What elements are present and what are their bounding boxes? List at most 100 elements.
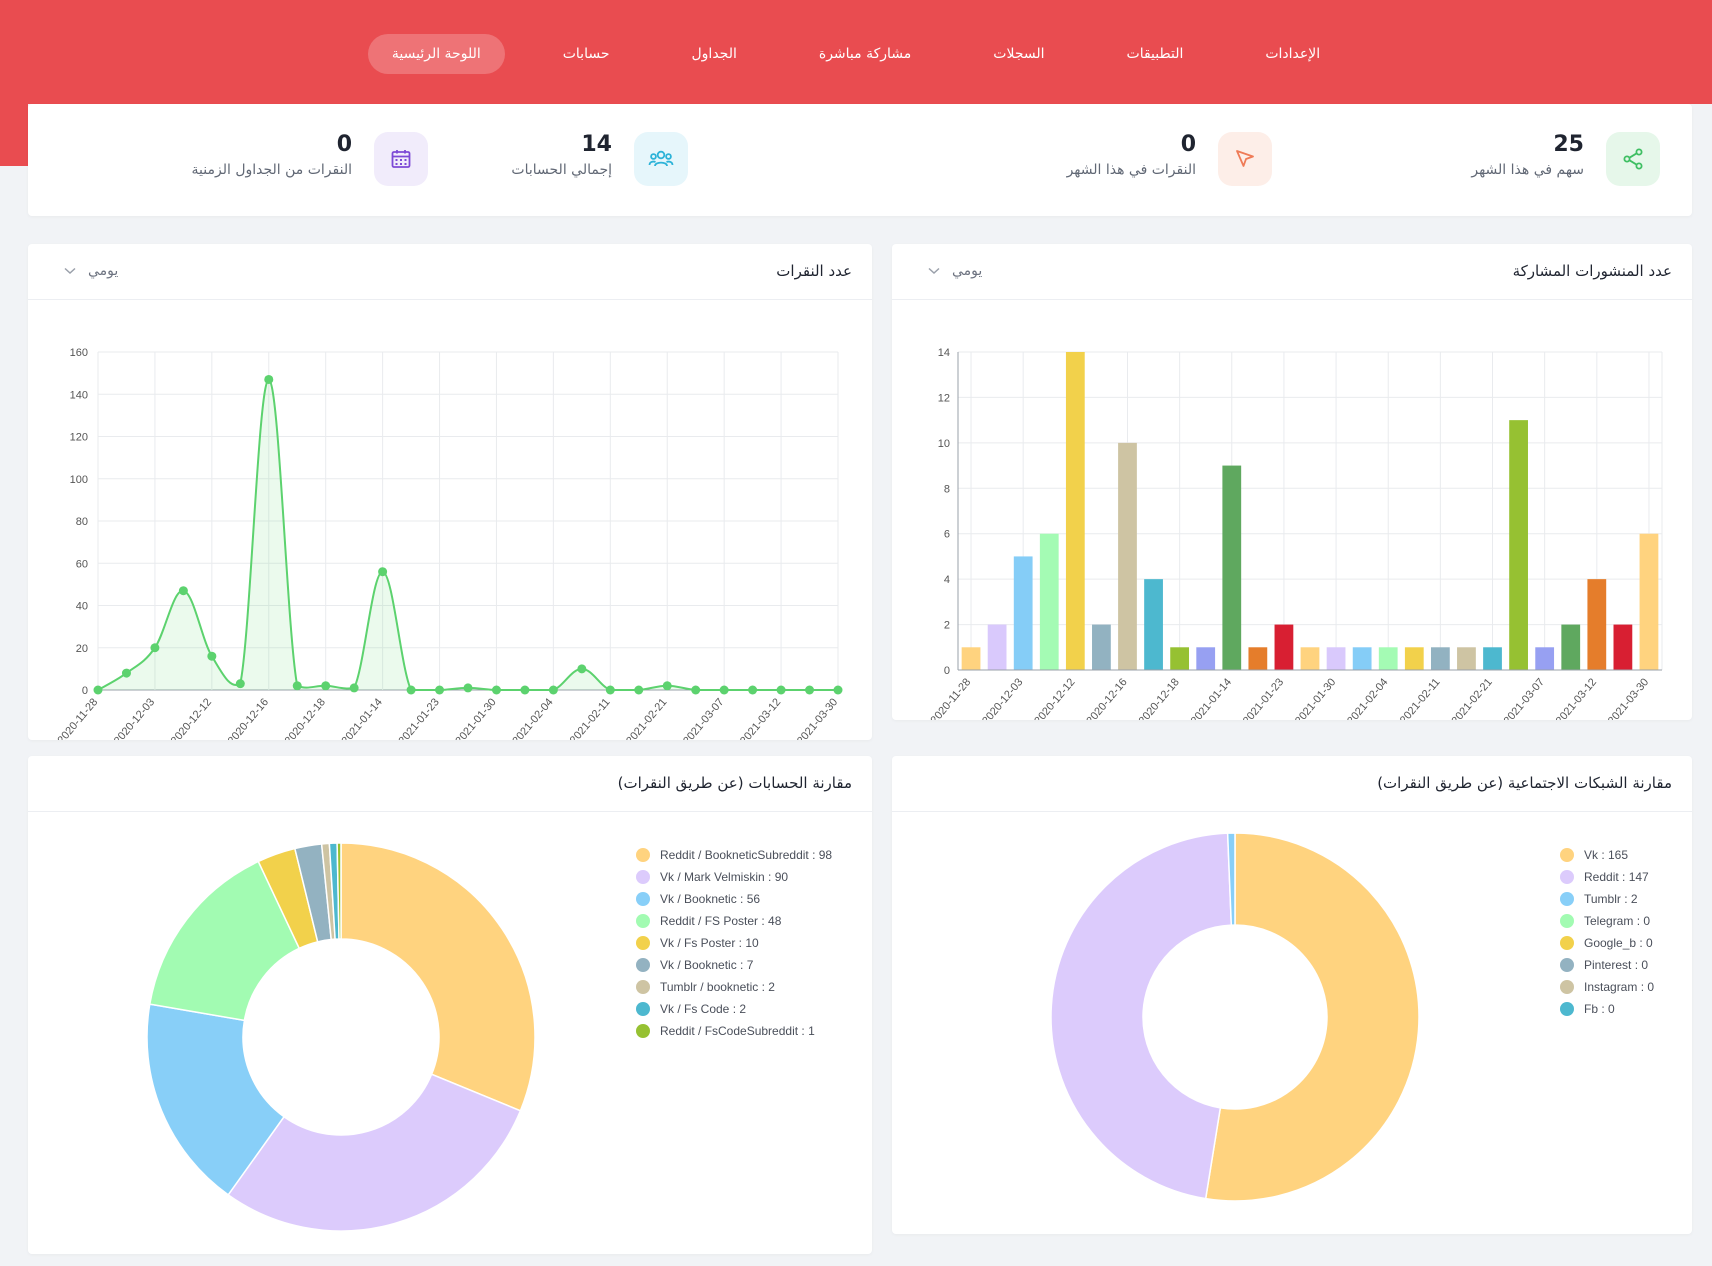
period-select[interactable]: يومي <box>928 263 982 279</box>
x-tick-label: 2020-11-28 <box>928 676 973 720</box>
x-tick-label: 2021-02-11 <box>1398 676 1443 720</box>
doughnut-slice <box>340 842 536 1112</box>
legend-label: Fb : 0 <box>1584 1002 1615 1016</box>
bar <box>1326 647 1346 670</box>
x-tick-label: 2021-02-04 <box>1345 676 1390 720</box>
stat-total-accounts: 14 إجمالي الحسابات <box>328 132 688 188</box>
legend-item[interactable]: Google_b : 0 <box>1560 932 1654 954</box>
nav-item-settings[interactable]: الإعدادات <box>1265 46 1321 62</box>
legend-label: Reddit : 147 <box>1584 870 1649 884</box>
panel-title: مقارنة الحسابات (عن طريق النقرات) <box>617 774 852 792</box>
stat-value: 0 <box>336 132 352 157</box>
x-tick-label: 2021-03-30 <box>795 696 840 740</box>
nav-item-logs[interactable]: السجلات <box>993 46 1045 62</box>
legend-swatch <box>1560 870 1574 884</box>
bar <box>1039 533 1059 670</box>
period-select[interactable]: يومي <box>64 263 118 279</box>
y-tick-label: 12 <box>938 392 950 404</box>
y-tick-label: 14 <box>938 347 950 359</box>
x-tick-label: 2020-12-16 <box>226 696 271 740</box>
doughnut-slice <box>1204 832 1420 1202</box>
legend-swatch <box>1560 1002 1574 1016</box>
x-tick-label: 2021-03-12 <box>738 696 783 740</box>
bar <box>1196 647 1216 670</box>
doughnut-slice <box>336 842 342 940</box>
legend-label: Vk / Booknetic : 56 <box>660 892 761 906</box>
legend-label: Reddit / FsCodeSubreddit : 1 <box>660 1024 815 1038</box>
data-point <box>776 685 786 695</box>
bar <box>1613 624 1633 670</box>
legend-item[interactable]: Reddit / BookneticSubreddit : 98 <box>636 844 832 866</box>
legend-swatch <box>1560 980 1574 994</box>
x-tick-label: 2020-12-16 <box>1084 676 1129 720</box>
bar <box>1404 647 1424 670</box>
legend-label: Reddit / BookneticSubreddit : 98 <box>660 848 833 862</box>
share-icon <box>1606 132 1660 186</box>
data-point <box>178 586 188 596</box>
legend-swatch <box>636 1024 650 1038</box>
network-doughnut-chart <box>1050 832 1420 1202</box>
doughnut-slice <box>1050 832 1233 1200</box>
nav-item-apps[interactable]: التطبيقات <box>1126 46 1184 62</box>
legend-item[interactable]: Telegram : 0 <box>1560 910 1654 932</box>
legend-swatch <box>1560 958 1574 972</box>
legend-item[interactable]: Fb : 0 <box>1560 998 1654 1020</box>
data-point <box>121 668 131 678</box>
x-tick-label: 2021-01-14 <box>1189 676 1234 720</box>
legend-label: Vk : 165 <box>1584 848 1629 862</box>
bar <box>1483 647 1502 670</box>
legend-swatch <box>1560 892 1574 906</box>
bar <box>1222 465 1242 670</box>
legend-item[interactable]: Vk / Fs Poster : 10 <box>636 932 832 954</box>
legend-swatch <box>1560 848 1574 862</box>
nav-item-dashboard[interactable]: اللوحة الرئيسية <box>367 34 505 74</box>
legend-item[interactable]: Vk : 165 <box>1560 844 1654 866</box>
x-tick-label: 2021-02-21 <box>1449 676 1494 720</box>
panel-title: عدد المنشورات المشاركة <box>1512 262 1672 280</box>
nav-item-schedules[interactable]: الجداول <box>691 46 737 62</box>
bar <box>1248 647 1268 670</box>
legend-item[interactable]: Vk / Booknetic : 56 <box>636 888 832 910</box>
stats-card: 25 سهم في هذا الشهر 0 النقرات في هذا الش… <box>28 104 1692 216</box>
legend-label: Vk / Fs Code : 2 <box>660 1002 747 1016</box>
legend-item[interactable]: Vk / Mark Velmiskin : 90 <box>636 866 832 888</box>
y-tick-label: 40 <box>76 601 88 613</box>
x-tick-label: 2021-01-14 <box>340 696 385 740</box>
legend-item[interactable]: Tumblr / booknetic : 2 <box>636 976 832 998</box>
cursor-icon <box>1218 132 1272 186</box>
legend-item[interactable]: Vk / Booknetic : 7 <box>636 954 832 976</box>
legend-item[interactable]: Reddit / FS Poster : 48 <box>636 910 832 932</box>
y-tick-label: 80 <box>76 516 88 528</box>
stat-value: 25 <box>1553 132 1584 157</box>
doughnut-slice <box>148 860 301 1022</box>
legend-item[interactable]: Pinterest : 0 <box>1560 954 1654 976</box>
legend-item[interactable]: Reddit / FsCodeSubreddit : 1 <box>636 1020 832 1042</box>
data-point <box>805 685 815 695</box>
nav-item-direct-share[interactable]: مشاركة مباشرة <box>818 46 912 62</box>
x-tick-label: 2021-01-30 <box>1293 676 1338 720</box>
bar <box>1274 624 1294 670</box>
data-point <box>520 685 530 695</box>
legend-swatch <box>1560 936 1574 950</box>
legend-item[interactable]: Reddit : 147 <box>1560 866 1654 888</box>
x-tick-label: 2021-02-04 <box>510 696 555 740</box>
data-point <box>292 681 302 691</box>
legend-item[interactable]: Instagram : 0 <box>1560 976 1654 998</box>
panel-title: عدد النقرات <box>776 262 852 280</box>
data-point <box>349 683 359 693</box>
data-point <box>634 685 644 695</box>
nav-item-accounts[interactable]: حسابات <box>562 46 610 62</box>
panel-title: مقارنة الشبكات الاجتماعية (عن طريق النقر… <box>1377 774 1672 792</box>
x-tick-label: 2021-03-07 <box>681 696 726 740</box>
period-select-value: يومي <box>88 263 119 279</box>
main-nav: اللوحة الرئيسية حسابات الجداول مشاركة مب… <box>0 32 1712 76</box>
panel-header: عدد النقرات يومي <box>28 244 872 300</box>
data-point <box>463 683 473 693</box>
legend-item[interactable]: Tumblr : 2 <box>1560 888 1654 910</box>
x-tick-label: 2021-03-12 <box>1554 676 1599 720</box>
legend-item[interactable]: Vk / Fs Code : 2 <box>636 998 832 1020</box>
clicks-series-line <box>97 378 838 691</box>
data-point <box>321 681 331 691</box>
stat-shares: 25 سهم في هذا الشهر <box>1300 132 1660 188</box>
network-compare-card: مقارنة الشبكات الاجتماعية (عن طريق النقر… <box>892 756 1692 1234</box>
